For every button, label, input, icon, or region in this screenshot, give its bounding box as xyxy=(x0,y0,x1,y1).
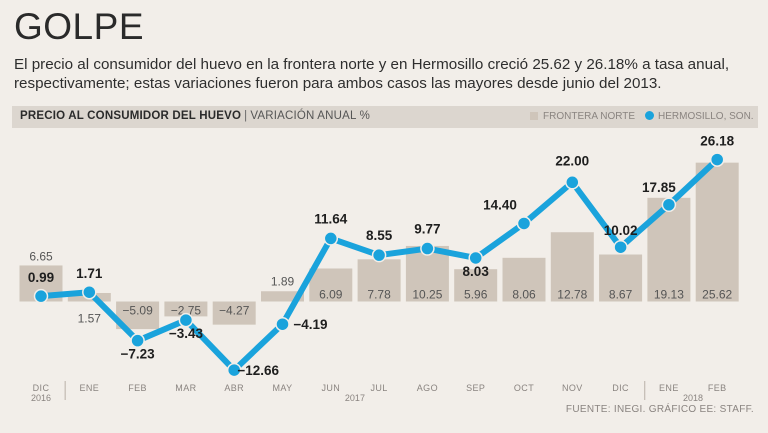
x-tick-label: FEB xyxy=(128,383,147,393)
bar-value-label: −2.75 xyxy=(171,304,202,318)
x-tick-label: MAY xyxy=(272,383,292,393)
bar-frontera xyxy=(599,254,643,302)
bar-value-label: −4.27 xyxy=(219,304,250,318)
line-point xyxy=(371,247,387,263)
x-tick-label: FEB xyxy=(708,383,727,393)
bar-frontera xyxy=(164,301,208,317)
line-point xyxy=(661,197,677,213)
x-tick-label: ABR xyxy=(224,383,244,393)
legend-frontera-label: FRONTERA NORTE xyxy=(543,111,636,122)
line-value-label: 17.85 xyxy=(642,180,676,195)
x-tick-label: JUL xyxy=(370,383,387,393)
line-point xyxy=(33,288,49,304)
line-point xyxy=(178,312,194,328)
bar-frontera xyxy=(502,257,546,302)
line-value-label: −4.19 xyxy=(293,317,327,332)
line-point xyxy=(323,231,339,246)
x-tick-label: DIC xyxy=(612,383,629,393)
bar-frontera xyxy=(695,162,739,302)
year-label: 2016 xyxy=(31,393,51,403)
line-value-label: 11.64 xyxy=(314,211,348,226)
bar-frontera xyxy=(454,269,498,302)
x-tick-label: MAR xyxy=(175,383,196,393)
line-value-label: 22.00 xyxy=(555,153,589,168)
line-point xyxy=(420,241,435,256)
bar-frontera xyxy=(357,259,401,302)
line-value-label: 1.71 xyxy=(76,266,103,281)
line-point xyxy=(709,152,725,167)
subtitle: El precio al consumidor del huevo en la … xyxy=(14,56,730,92)
line-point xyxy=(468,250,483,266)
bar-frontera xyxy=(261,291,304,302)
chart-header: PRECIO AL CONSUMIDOR DEL HUEVO | VARIACIÓN… xyxy=(12,106,758,128)
legend-bar-swatch xyxy=(530,112,538,120)
x-tick-label: ENE xyxy=(79,383,99,393)
legend-hermosillo: HERMOSILLO, SON. xyxy=(645,111,754,122)
legend-frontera: FRONTERA NORTE xyxy=(530,111,635,122)
line-value-label: 14.40 xyxy=(483,197,517,212)
bar-value-label: 8.67 xyxy=(609,288,633,302)
year-label: 2018 xyxy=(683,393,703,403)
line-point xyxy=(82,284,97,300)
source-note: FUENTE: INEGI. GRÁFICO EE: STAFF. xyxy=(565,404,754,415)
x-tick-label: ENE xyxy=(659,383,679,393)
line-value-label: 8.03 xyxy=(463,264,490,279)
line-value-label: 10.02 xyxy=(604,223,638,238)
bar-value-label: −5.09 xyxy=(122,304,153,318)
bar-value-label: 1.57 xyxy=(78,312,102,326)
bar-value-label: 8.06 xyxy=(512,288,536,302)
bar-frontera xyxy=(212,301,256,325)
legend-hermosillo-label: HERMOSILLO, SON. xyxy=(658,111,754,122)
bar-frontera xyxy=(550,232,594,302)
year-label: 2017 xyxy=(345,393,365,403)
x-tick-label: NOV xyxy=(562,383,583,393)
line-value-label: −7.23 xyxy=(121,347,156,362)
legend-line-swatch xyxy=(645,111,654,120)
x-tick-label: JUN xyxy=(321,383,340,393)
bar-value-label: 19.13 xyxy=(654,288,684,302)
line-value-label: 9.77 xyxy=(414,222,440,237)
bar-value-label: 1.89 xyxy=(271,274,295,288)
bar-frontera xyxy=(309,268,353,302)
line-point xyxy=(226,362,242,378)
line-point xyxy=(565,175,580,190)
line-point xyxy=(516,216,532,231)
line-value-label: 26.18 xyxy=(700,134,734,149)
bar-value-label: 7.78 xyxy=(367,288,391,302)
bar-value-label: 5.96 xyxy=(464,288,488,302)
chart-title-main: PRECIO AL CONSUMIDOR DEL HUEVO xyxy=(20,110,242,122)
bar-value-label: 25.62 xyxy=(702,288,732,302)
bar-frontera xyxy=(647,197,691,302)
x-tick-label: OCT xyxy=(514,383,534,393)
line-point xyxy=(613,239,628,255)
headline: GOLPE xyxy=(14,6,144,47)
x-tick-label: SEP xyxy=(466,383,485,393)
line-value-label: 0.99 xyxy=(28,270,54,285)
bar-value-label: 6.09 xyxy=(319,288,343,302)
line-value-label: −12.66 xyxy=(237,363,279,378)
line-point xyxy=(130,333,145,348)
line-value-label: −3.43 xyxy=(169,326,204,341)
chart-title-separator: | xyxy=(244,110,248,122)
bar-value-label: 10.25 xyxy=(412,288,442,302)
line-value-label: 8.55 xyxy=(366,228,393,243)
chart-title-sub: VARIACIÓN ANUAL % xyxy=(250,110,371,122)
bar-value-label: 6.65 xyxy=(29,249,53,263)
x-tick-label: DIC xyxy=(33,383,50,393)
bar-value-label: 12.78 xyxy=(557,288,587,302)
chart-title: PRECIO AL CONSUMIDOR DEL HUEVO | VARIACIÓN… xyxy=(20,110,370,122)
line-point xyxy=(275,316,290,332)
x-tick-label: AGO xyxy=(417,383,438,393)
